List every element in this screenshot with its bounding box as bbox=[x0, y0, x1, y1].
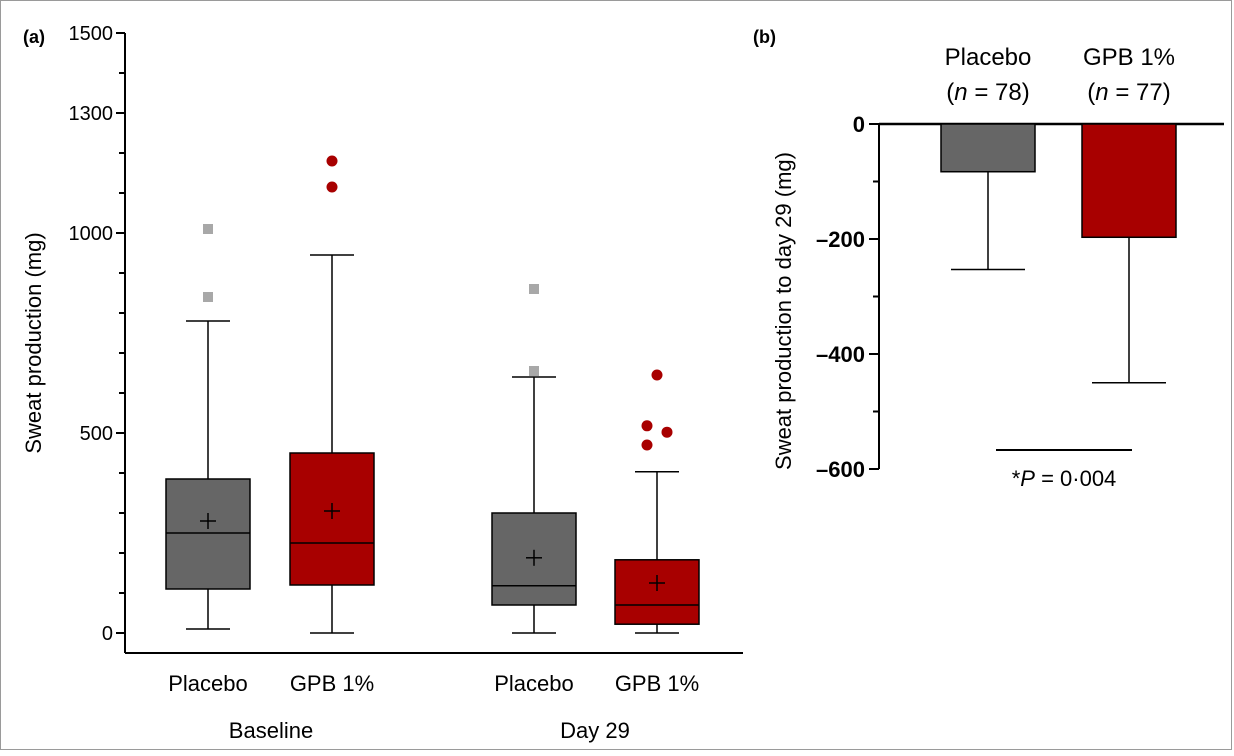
x-category-label: GPB 1% bbox=[290, 671, 374, 696]
significance-value: = 0·004 bbox=[1035, 466, 1116, 491]
y-tick-label: –600 bbox=[816, 457, 865, 482]
iqr-box bbox=[165, 478, 251, 590]
panel-a-y-axis-title: Sweat production (mg) bbox=[21, 232, 46, 453]
n-label-part: ( bbox=[1087, 79, 1095, 106]
n-label-part: = 77) bbox=[1109, 79, 1171, 106]
significance-star: * bbox=[1012, 466, 1021, 491]
bar-category-label: GPB 1% bbox=[1083, 44, 1175, 71]
x-category-label: Placebo bbox=[168, 671, 248, 696]
y-tick-label: 1000 bbox=[69, 223, 114, 245]
panel-b-y-axis-title: Sweat production to day 29 (mg) bbox=[771, 152, 796, 470]
significance-text: *P = 0·004 bbox=[1012, 466, 1117, 491]
panel-b-significance: *P = 0·004 bbox=[996, 449, 1132, 491]
outlier-point bbox=[203, 224, 213, 234]
y-tick-label: 0 bbox=[102, 623, 113, 645]
bar bbox=[940, 123, 1036, 173]
box-2 bbox=[289, 155, 375, 634]
y-tick-label: –400 bbox=[816, 342, 865, 367]
iqr-box bbox=[491, 512, 577, 606]
panel-b-bars bbox=[940, 123, 1177, 384]
x-category-label: GPB 1% bbox=[615, 671, 699, 696]
box-3 bbox=[491, 284, 577, 634]
box-4 bbox=[614, 369, 700, 634]
y-tick-label: 1500 bbox=[69, 23, 114, 45]
y-tick-label: 1300 bbox=[69, 103, 114, 125]
y-tick-label: 500 bbox=[80, 423, 113, 445]
panel-a-label: (a) bbox=[23, 27, 45, 47]
n-label-part: ( bbox=[946, 79, 954, 106]
significance-p: P bbox=[1020, 466, 1035, 491]
bar-n-label: (n = 77) bbox=[1087, 79, 1170, 106]
bar-2 bbox=[1081, 123, 1177, 384]
outlier-point bbox=[203, 292, 213, 302]
x-group-label: Day 29 bbox=[560, 718, 630, 743]
outlier-point bbox=[651, 369, 663, 381]
panel-b-label: (b) bbox=[753, 27, 776, 47]
y-tick-label: 0 bbox=[853, 112, 865, 137]
panel-b-category-labels: Placebo(n = 78)GPB 1%(n = 77) bbox=[945, 44, 1175, 106]
outlier-point bbox=[326, 155, 338, 167]
outlier-point bbox=[661, 426, 673, 438]
bar bbox=[1081, 123, 1177, 239]
y-tick-label: –200 bbox=[816, 227, 865, 252]
outlier-point bbox=[326, 181, 338, 193]
n-label-part: n bbox=[1095, 79, 1108, 106]
panel-a: (a) Sweat production (mg) 0 500 1000 1300 15… bbox=[21, 23, 743, 743]
x-category-label: Placebo bbox=[494, 671, 574, 696]
panel-a-x-labels: Placebo GPB 1% Placebo GPB 1% Baseline Day 29 bbox=[168, 671, 699, 743]
outlier-point bbox=[529, 284, 539, 294]
n-label-part: n bbox=[954, 79, 967, 106]
bar-1 bbox=[940, 123, 1036, 271]
panel-a-boxes bbox=[165, 155, 700, 634]
n-label-part: = 78) bbox=[968, 79, 1030, 106]
x-group-label: Baseline bbox=[229, 718, 313, 743]
outlier-point bbox=[641, 420, 653, 432]
outlier-point bbox=[529, 366, 539, 376]
box-1 bbox=[165, 224, 251, 630]
panel-b: (b) Sweat production to day 29 (mg) 0 –20… bbox=[753, 27, 1224, 491]
bar-category-label: Placebo bbox=[945, 44, 1032, 71]
iqr-box bbox=[614, 559, 700, 625]
panel-a-axis: 0 500 1000 1300 1500 bbox=[69, 23, 743, 654]
bar-n-label: (n = 78) bbox=[946, 79, 1029, 106]
outlier-point bbox=[641, 439, 653, 451]
